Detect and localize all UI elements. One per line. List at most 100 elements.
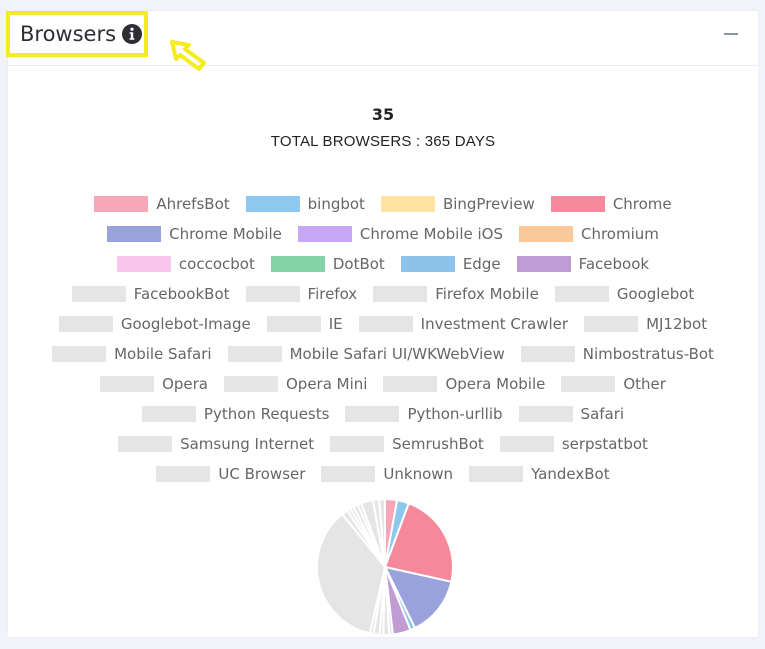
legend-swatch — [518, 406, 573, 422]
legend-label: Python-urllib — [407, 405, 503, 423]
legend-label: Googlebot — [616, 285, 695, 303]
total-subtitle: TOTAL BROWSERS : 365 DAYS — [270, 133, 496, 150]
legend-label: Nimbostratus-Bot — [582, 345, 714, 363]
legend-swatch — [330, 436, 385, 452]
legend-item[interactable]: Googlebot — [554, 285, 695, 303]
card-header: Browsers — [6, 11, 758, 71]
legend-item[interactable]: coccocbot — [116, 255, 255, 273]
legend-label: Unknown — [383, 465, 454, 483]
legend-swatch — [227, 346, 282, 362]
pie-slice[interactable] — [377, 497, 386, 568]
legend-item[interactable]: IE — [266, 315, 343, 333]
legend-swatch — [270, 256, 325, 272]
legend-item[interactable]: YandexBot — [469, 465, 610, 483]
legend-item[interactable]: Facebook — [516, 255, 650, 273]
legend-row: Python Requests Python-urllib Safari — [38, 399, 728, 429]
legend-row: Mobile Safari Mobile Safari UI/WKWebView N… — [38, 339, 728, 369]
legend-swatch — [297, 226, 352, 242]
legend-label: IE — [328, 315, 343, 333]
legend-swatch — [518, 226, 573, 242]
pie-slice[interactable] — [316, 512, 387, 635]
legend-item[interactable]: Chromium — [518, 225, 659, 243]
title-highlight: Browsers — [6, 11, 148, 57]
legend-label: Edge — [462, 255, 501, 273]
legend-label: coccocbot — [178, 255, 255, 273]
legend-item[interactable]: Opera Mini — [223, 375, 368, 393]
legend-swatch — [245, 196, 300, 212]
legend-label: Investment Crawler — [420, 315, 569, 333]
legend-swatch — [373, 286, 428, 302]
card-title: Browsers — [20, 22, 117, 46]
total-count: 35 — [371, 105, 395, 124]
legend-label: BingPreview — [442, 195, 535, 213]
legend-row: Googlebot-Image IE Investment Crawler MJ12b… — [38, 309, 728, 339]
legend-swatch — [118, 436, 173, 452]
legend-label: AhrefsBot — [156, 195, 230, 213]
legend-swatch — [52, 346, 107, 362]
legend-item[interactable]: Chrome Mobile iOS — [297, 225, 503, 243]
legend-row: AhrefsBot bingbot BingPreview Chrome — [38, 189, 728, 219]
legend-label: Opera Mini — [285, 375, 368, 393]
legend-item[interactable]: Python-urllib — [345, 405, 503, 423]
legend-label: SemrushBot — [392, 435, 484, 453]
legend-item[interactable]: Unknown — [321, 465, 453, 483]
legend-item[interactable]: FacebookBot — [71, 285, 230, 303]
info-circle-icon[interactable] — [122, 24, 143, 44]
legend-label: Chromium — [580, 225, 659, 243]
legend-swatch — [71, 286, 126, 302]
pie-slice[interactable] — [383, 502, 454, 583]
legend-label: MJ12bot — [646, 315, 708, 333]
pie-slice[interactable] — [383, 565, 453, 630]
legend-item[interactable]: UC Browser — [156, 465, 305, 483]
legend-item[interactable]: Nimbostratus-Bot — [520, 345, 714, 363]
legend-row: FacebookBot Firefox Firefox Mobile Googlebo… — [38, 279, 728, 309]
legend-swatch — [100, 376, 155, 392]
legend-swatch — [380, 196, 435, 212]
legend-swatch — [584, 316, 639, 332]
browsers-card: Browsers 35 TOTAL BROWSERS : 365 DAYS Ah… — [6, 10, 759, 638]
legend-label: Chrome — [612, 195, 672, 213]
legend-item[interactable]: Firefox — [245, 285, 357, 303]
legend-swatch — [345, 406, 400, 422]
legend-swatch — [358, 316, 413, 332]
legend-swatch — [469, 466, 524, 482]
legend-item[interactable]: serpstatbot — [499, 435, 648, 453]
legend-label: Safari — [580, 405, 625, 423]
legend-label: Firefox Mobile — [435, 285, 539, 303]
legend-item[interactable]: Firefox Mobile — [373, 285, 539, 303]
legend-item[interactable]: Mobile Safari — [52, 345, 212, 363]
legend-item[interactable]: MJ12bot — [584, 315, 707, 333]
legend-label: Chrome Mobile — [169, 225, 282, 243]
minus-icon[interactable] — [724, 33, 738, 35]
legend-item[interactable]: Python Requests — [141, 405, 329, 423]
legend-item[interactable]: Safari — [518, 405, 625, 423]
legend-label: Facebook — [578, 255, 650, 273]
legend-row: Opera Opera Mini Opera Mobile Other — [38, 369, 728, 399]
legend-item[interactable]: Samsung Internet — [118, 435, 314, 453]
legend-item[interactable]: BingPreview — [380, 195, 535, 213]
legend-item[interactable]: Opera Mobile — [383, 375, 545, 393]
legend-item[interactable]: Other — [561, 375, 666, 393]
legend-item[interactable]: Edge — [400, 255, 501, 273]
legend-item[interactable]: SemrushBot — [330, 435, 484, 453]
legend-item[interactable]: Chrome Mobile — [107, 225, 282, 243]
legend-item[interactable]: Opera — [100, 375, 208, 393]
legend-swatch — [223, 376, 278, 392]
legend-label: Opera Mobile — [445, 375, 546, 393]
legend-item[interactable]: DotBot — [270, 255, 385, 273]
legend-item[interactable]: AhrefsBot — [94, 195, 230, 213]
browsers-pie-chart — [316, 497, 454, 637]
legend-item[interactable]: Investment Crawler — [358, 315, 569, 333]
legend-item[interactable]: Chrome — [550, 195, 672, 213]
legend-swatch — [520, 346, 575, 362]
legend-swatch — [266, 316, 321, 332]
legend-label: Googlebot-Image — [120, 315, 251, 333]
legend-swatch — [321, 466, 376, 482]
legend-swatch — [516, 256, 571, 272]
legend-label: Other — [623, 375, 666, 393]
legend-swatch — [107, 226, 162, 242]
legend-item[interactable]: bingbot — [245, 195, 365, 213]
legend-item[interactable]: Mobile Safari UI/WKWebView — [227, 345, 505, 363]
legend-swatch — [156, 466, 211, 482]
legend-item[interactable]: Googlebot-Image — [58, 315, 251, 333]
